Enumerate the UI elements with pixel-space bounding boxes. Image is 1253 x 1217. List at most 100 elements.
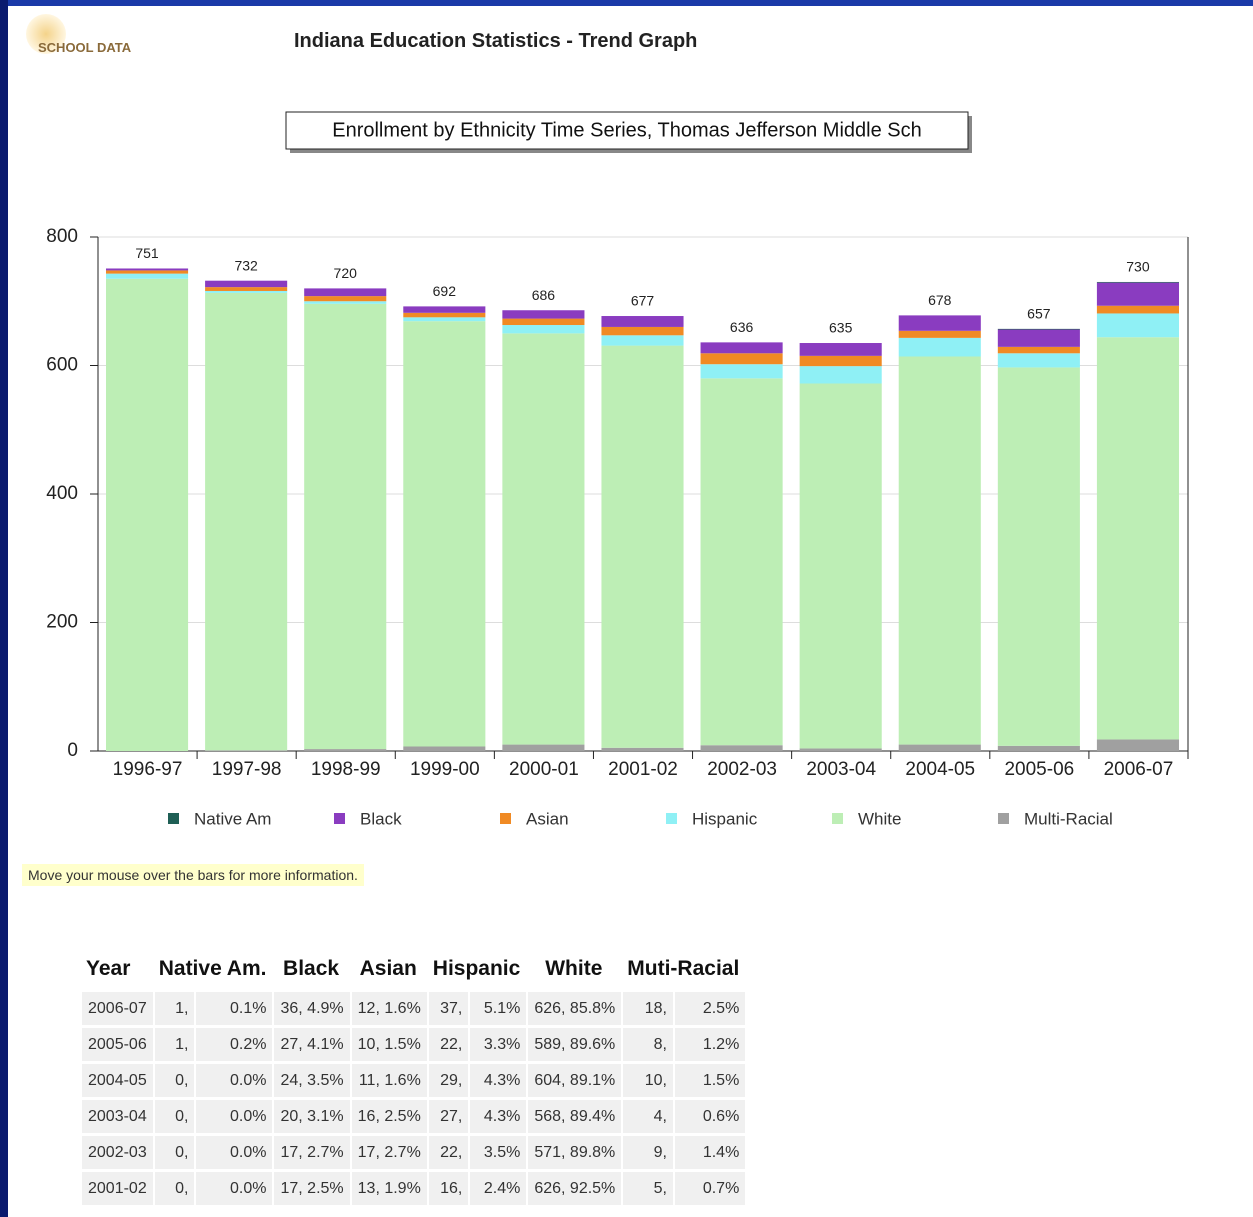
bar-segment[interactable] xyxy=(700,364,783,379)
bar-segment[interactable] xyxy=(601,316,684,327)
legend-swatch xyxy=(998,813,1009,824)
bar-segment[interactable] xyxy=(304,301,387,304)
bar-segment[interactable] xyxy=(898,337,981,357)
table-cell: 27, 4.1% xyxy=(274,1028,350,1061)
table-row: 2005-06 1, 0.2% 27, 4.1% 10, 1.5% 22, 3.3% 589,… xyxy=(82,1028,746,1061)
logo-text: SCHOOL DATA xyxy=(38,40,132,55)
y-tick-label: 200 xyxy=(46,612,78,633)
bar-segment[interactable] xyxy=(898,356,981,745)
column-header: Year xyxy=(86,957,131,980)
bar-segment[interactable] xyxy=(106,268,189,271)
table-cell: 17, 2.7% xyxy=(274,1136,350,1169)
bar-segment[interactable] xyxy=(997,367,1080,746)
table-cell: 29, xyxy=(428,1064,469,1097)
table-cell: 0, xyxy=(154,1136,195,1169)
table-cell: 2004-05 xyxy=(82,1064,153,1097)
bar-segment[interactable] xyxy=(997,353,1080,368)
bar-segment[interactable] xyxy=(700,353,783,365)
bar-segment[interactable] xyxy=(700,342,783,354)
x-tick-label: 2003-04 xyxy=(806,759,876,780)
bar-segment[interactable] xyxy=(997,346,1080,354)
page-title: Indiana Education Statistics - Trend Gra… xyxy=(294,30,698,52)
bar-segment[interactable] xyxy=(304,296,387,302)
bar-segment[interactable] xyxy=(403,317,486,322)
table-cell: 0.0% xyxy=(196,1136,273,1169)
bar-segment[interactable] xyxy=(403,321,486,747)
bar-segment[interactable] xyxy=(106,273,189,279)
bar-segment[interactable] xyxy=(898,330,981,338)
table-cell: 1, xyxy=(154,992,195,1025)
bar-segment[interactable] xyxy=(997,329,1080,347)
bar-segment[interactable] xyxy=(997,745,1080,751)
bar-segment[interactable] xyxy=(304,288,387,297)
bar-segment[interactable] xyxy=(205,280,288,288)
bar-segment[interactable] xyxy=(205,292,288,751)
bar-segment[interactable] xyxy=(106,270,189,274)
column-header: Hispanic xyxy=(432,957,521,980)
bar-segment[interactable] xyxy=(799,366,882,384)
bar-segment[interactable] xyxy=(403,312,486,318)
bar-segment[interactable] xyxy=(700,378,783,746)
table-row: 2006-07 1, 0.1% 36, 4.9% 12, 1.6% 37, 5.1% 626,… xyxy=(82,992,746,1025)
bar-segment[interactable] xyxy=(106,278,189,751)
table-row: 2002-03 0, 0.0% 17, 2.7% 17, 2.7% 22, 3.5% 571,… xyxy=(82,1136,746,1169)
table-cell: 8, xyxy=(623,1028,673,1061)
bar-segment[interactable] xyxy=(304,749,387,751)
bar-segment[interactable] xyxy=(502,318,585,326)
y-tick-label: 800 xyxy=(46,226,78,247)
chart-title: Enrollment by Ethnicity Time Series, Tho… xyxy=(332,119,922,141)
table-cell: 626, 85.8% xyxy=(528,992,622,1025)
y-tick-label: 0 xyxy=(67,740,78,761)
bar-segment[interactable] xyxy=(1096,281,1179,283)
bar-segment[interactable] xyxy=(502,333,585,745)
legend-label: Asian xyxy=(526,809,569,828)
total-label: 720 xyxy=(334,265,358,281)
bar-segment[interactable] xyxy=(799,343,882,356)
table-cell: 10, xyxy=(623,1064,673,1097)
bar-segment[interactable] xyxy=(1096,282,1179,306)
bar-segment[interactable] xyxy=(898,315,981,331)
bar-segment[interactable] xyxy=(304,303,387,750)
table-cell: 2001-02 xyxy=(82,1172,153,1205)
bar-segment[interactable] xyxy=(700,745,783,751)
column-header: Muti-Racial xyxy=(627,957,740,980)
total-label: 692 xyxy=(433,283,457,299)
bar-segment[interactable] xyxy=(1096,337,1179,740)
bar-segment[interactable] xyxy=(403,306,486,313)
column-header: Asian xyxy=(359,957,417,980)
table-cell: 2003-04 xyxy=(82,1100,153,1133)
table-cell: 10, 1.5% xyxy=(351,1028,427,1061)
table-cell: 20, 3.1% xyxy=(274,1100,350,1133)
slide-left-bar xyxy=(0,0,8,1217)
table-cell: 0.7% xyxy=(674,1172,746,1205)
table-cell: 0.0% xyxy=(196,1100,273,1133)
bar-segment[interactable] xyxy=(1096,305,1179,314)
y-tick-label: 400 xyxy=(46,483,78,504)
table-cell: 12, 1.6% xyxy=(351,992,427,1025)
bar-segment[interactable] xyxy=(898,744,981,751)
bar-segment[interactable] xyxy=(502,325,585,334)
bar-segment[interactable] xyxy=(601,747,684,751)
bar-segment[interactable] xyxy=(1096,739,1179,751)
total-label: 751 xyxy=(135,245,159,261)
table-cell: 0.1% xyxy=(196,992,273,1025)
bar-segment[interactable] xyxy=(997,328,1080,330)
bar-segment[interactable] xyxy=(205,287,288,291)
bar-segment[interactable] xyxy=(799,383,882,749)
bar-segment[interactable] xyxy=(799,748,882,751)
bar-segment[interactable] xyxy=(601,326,684,336)
bar-segment[interactable] xyxy=(1096,313,1179,338)
bar-segment[interactable] xyxy=(205,750,288,751)
bar-segment[interactable] xyxy=(205,290,288,293)
table-cell: 626, 92.5% xyxy=(528,1172,622,1205)
hint: Move your mouse over the bars for more i… xyxy=(22,864,364,886)
bar-segment[interactable] xyxy=(799,355,882,367)
x-tick-label: 1999-00 xyxy=(410,759,480,780)
total-label: 657 xyxy=(1027,306,1051,322)
bar-segment[interactable] xyxy=(502,310,585,319)
bar-segment[interactable] xyxy=(601,345,684,748)
bar-segment[interactable] xyxy=(502,744,585,751)
bar-segment[interactable] xyxy=(601,335,684,346)
legend-label: White xyxy=(858,809,901,828)
bar-segment[interactable] xyxy=(403,746,486,751)
